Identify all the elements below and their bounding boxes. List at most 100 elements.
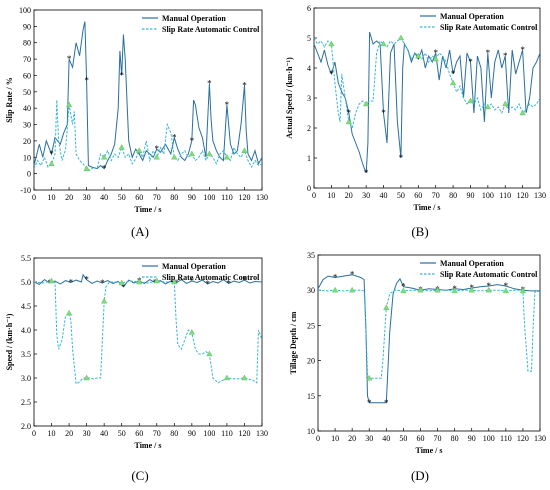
data-point-manual: * — [503, 51, 508, 61]
data-point-auto — [502, 100, 509, 107]
x-tick-label: 90 — [188, 429, 196, 438]
y-tick-label: 3.5 — [21, 350, 31, 359]
x-tick-label: 70 — [153, 193, 161, 202]
data-point-manual: * — [333, 273, 338, 283]
legend-label-auto: Slip Rate Automatic Control — [162, 273, 260, 282]
data-point-manual: * — [172, 133, 177, 143]
y-tick-label: 3.0 — [21, 374, 31, 383]
y-tick-label: 30 — [307, 286, 315, 295]
x-tick-label: 70 — [434, 434, 442, 443]
y-tick-label: 2 — [307, 124, 311, 133]
data-point-manual: * — [67, 54, 72, 64]
x-tick-label: 110 — [500, 434, 512, 443]
x-tick-label: 100 — [482, 191, 494, 200]
data-point-manual: * — [399, 153, 404, 163]
series-line-manual — [34, 21, 262, 170]
x-tick-label: 0 — [32, 193, 36, 202]
data-point-manual: * — [242, 275, 247, 285]
data-point-manual: * — [364, 168, 369, 178]
plot-area: ************ — [318, 270, 540, 408]
plot-frame — [33, 257, 263, 427]
data-point-manual: * — [486, 48, 491, 58]
x-tick-label: 30 — [365, 434, 373, 443]
x-tick-label: 50 — [118, 429, 126, 438]
x-tick-label: 70 — [432, 191, 440, 200]
x-tick-label: 40 — [100, 429, 108, 438]
data-point-manual: * — [119, 70, 124, 80]
data-point-auto — [171, 153, 178, 160]
y-axis-label: Tillage Depth / cm — [289, 311, 298, 374]
data-point-manual: * — [487, 281, 492, 291]
data-point-manual: * — [100, 278, 105, 288]
x-tick-label: 80 — [449, 191, 457, 200]
x-tick-label: 10 — [327, 191, 335, 200]
y-tick-label: 10 — [23, 153, 31, 162]
x-tick-label: 100 — [203, 193, 215, 202]
data-point-auto — [432, 55, 439, 62]
data-point-auto — [136, 147, 143, 153]
x-axis-label: Time / s — [414, 203, 441, 212]
series-line-manual — [34, 273, 262, 288]
y-tick-label: 4.0 — [21, 326, 31, 335]
x-tick-label: 30 — [362, 191, 370, 200]
data-point-auto — [153, 153, 160, 160]
x-tick-label: 110 — [221, 193, 233, 202]
x-tick-label: 60 — [416, 434, 424, 443]
data-point-auto — [366, 374, 373, 381]
y-tick-label: -10 — [20, 186, 31, 195]
y-tick-label: 30 — [23, 121, 31, 130]
x-tick-label: 130 — [256, 193, 268, 202]
data-point-manual: * — [69, 277, 74, 287]
x-tick-label: 120 — [517, 191, 529, 200]
x-tick-label: 0 — [32, 429, 36, 438]
chart-panel-1: 0 10 20 30 40 50 60 70 80 90 100 110 120 130-10010203… — [5, 6, 268, 239]
y-tick-label: 0 — [27, 170, 31, 179]
chart-panel-3: 0 10 20 30 40 50 60 70 80 90 100 110 120 130 2.0 2.5 3.0… — [5, 254, 268, 483]
data-point-manual: * — [49, 149, 54, 159]
y-tick-label: 5.0 — [21, 278, 31, 287]
x-tick-label: 20 — [65, 193, 73, 202]
panel-label: (D) — [411, 468, 429, 483]
data-point-auto — [434, 286, 441, 293]
x-tick-label: 40 — [380, 191, 388, 200]
data-point-auto — [136, 278, 143, 285]
y-tick-label: 50 — [23, 88, 31, 97]
x-tick-label: 80 — [170, 429, 178, 438]
data-point-auto — [101, 153, 108, 160]
legend-label-auto: Slip Rate Automatic Control — [440, 270, 538, 279]
data-point-auto — [101, 297, 108, 304]
data-point-manual: * — [84, 275, 89, 285]
x-tick-label: 10 — [48, 429, 56, 438]
legend-label-auto: Slip Rate Automatic Control — [440, 23, 538, 32]
x-tick-label: 40 — [100, 193, 108, 202]
data-point-auto — [383, 304, 390, 310]
x-tick-label: 70 — [153, 429, 161, 438]
data-point-manual: * — [468, 57, 473, 67]
plot-frame — [313, 7, 541, 189]
series-line-auto — [34, 99, 262, 172]
x-axis-label: Time / s — [416, 446, 443, 455]
x-tick-label: 100 — [483, 434, 495, 443]
y-tick-label: 5 — [307, 34, 311, 43]
legend-label-manual: Manual Operation — [440, 259, 504, 268]
data-point-manual: * — [367, 398, 372, 408]
data-point-auto — [65, 101, 73, 108]
chart-panel-4: 0 10 20 30 40 50 60 70 80 90 100 110 120 130101520253… — [289, 251, 546, 483]
x-tick-label: 20 — [345, 191, 353, 200]
data-point-auto — [484, 103, 491, 110]
x-tick-label: 20 — [65, 429, 73, 438]
data-point-auto — [345, 118, 352, 125]
x-tick-label: 110 — [499, 191, 511, 200]
data-point-manual: * — [155, 144, 160, 154]
y-tick-label: 4.5 — [21, 302, 31, 311]
data-point-manual: * — [190, 276, 195, 286]
data-point-manual: * — [190, 136, 195, 146]
data-point-auto — [467, 97, 474, 104]
data-point-auto — [223, 153, 231, 160]
x-tick-label: 90 — [466, 191, 474, 200]
x-tick-label: 20 — [348, 434, 356, 443]
y-tick-label: 3 — [307, 94, 311, 103]
y-tick-label: 0 — [307, 184, 311, 193]
x-tick-label: 10 — [48, 193, 56, 202]
